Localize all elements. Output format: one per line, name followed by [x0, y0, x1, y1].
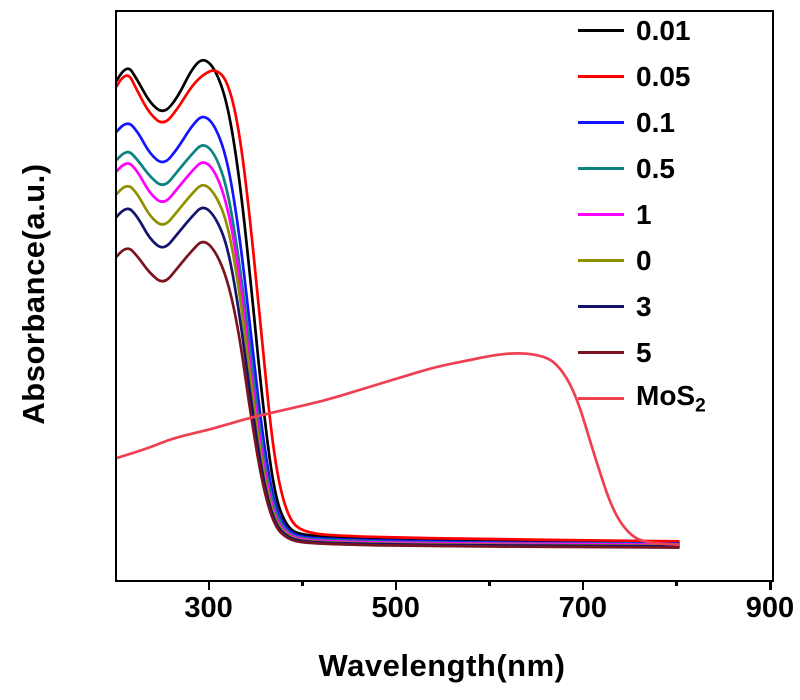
x-tick-label: 500 — [371, 592, 420, 624]
legend-label: 3 — [636, 290, 652, 322]
plot-frame — [115, 10, 774, 582]
legend-item-0.5: 0.5 — [578, 152, 706, 185]
legend-label: 0.1 — [636, 106, 675, 138]
x-tick-label: 300 — [184, 592, 233, 624]
legend-item-0.05: 0.05 — [578, 60, 706, 93]
legend-swatch — [578, 74, 624, 79]
plot-area — [117, 58, 680, 549]
series-line-0.05 — [117, 69, 680, 543]
series-line-0.01 — [117, 58, 680, 544]
legend-swatch — [578, 258, 624, 263]
x-tick-label: 700 — [558, 592, 608, 624]
legend-swatch — [578, 350, 624, 355]
legend-item-0.1: 0.1 — [578, 106, 706, 139]
legend-item-MoS2: MoS2 — [578, 379, 706, 417]
legend-label: 0.05 — [636, 60, 691, 92]
legend-label: MoS2 — [636, 379, 706, 417]
x-minor-tick — [675, 580, 678, 586]
legend-label: 5 — [636, 336, 652, 368]
legend-swatch — [578, 28, 624, 33]
legend-swatch — [578, 166, 624, 171]
series-line-MoS2 — [117, 351, 680, 547]
legend-label: 0.5 — [636, 152, 675, 184]
legend-swatch — [578, 212, 624, 217]
legend-label: 0 — [636, 244, 652, 276]
legend-item-3: 3 — [578, 290, 706, 323]
legend-swatch — [578, 304, 624, 309]
x-major-tick — [207, 580, 211, 590]
x-tick-label: 900 — [745, 592, 795, 624]
x-major-tick — [581, 580, 585, 590]
legend-label: 0.01 — [636, 14, 691, 46]
x-major-tick — [394, 580, 398, 590]
legend: 0.01 0.05 0.1 0.5 1 0 3 5 MoS2 — [578, 14, 706, 415]
legend-swatch — [578, 120, 624, 125]
legend-swatch — [578, 396, 624, 401]
x-major-tick — [769, 580, 772, 590]
x-minor-tick — [488, 580, 491, 586]
legend-item-1: 1 — [578, 198, 706, 231]
y-axis-label: Absorbance(a.u.) — [16, 163, 51, 425]
series-line-5 — [117, 240, 680, 549]
x-minor-tick — [301, 580, 304, 586]
legend-item-5: 5 — [578, 336, 706, 369]
legend-item-0.01: 0.01 — [578, 14, 706, 47]
legend-label-subscript: 2 — [695, 395, 706, 417]
legend-item-0: 0 — [578, 244, 706, 277]
legend-label: 1 — [636, 198, 652, 230]
x-axis-label: Wavelength(nm) — [318, 648, 566, 683]
